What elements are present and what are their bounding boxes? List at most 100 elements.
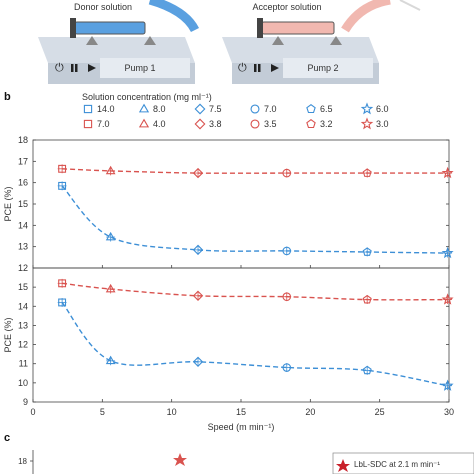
legend-label: 3.5 [264, 119, 277, 129]
y-tick-label: 15 [18, 199, 28, 209]
power-icon: ⏻ [55, 62, 64, 74]
tubing-blue [148, 0, 200, 33]
legend-marker-circle-icon [250, 119, 260, 129]
syringe-2 [261, 21, 335, 35]
data-point-red-square-errorbar [57, 278, 67, 288]
series-line-red [62, 282, 448, 301]
y-tick-label: 14 [18, 301, 28, 311]
legend-label: 6.5 [320, 104, 333, 114]
x-tick-label: 20 [305, 407, 315, 417]
pause-icon [71, 64, 74, 72]
series-line-red [62, 168, 448, 174]
legend-marker-star-icon [360, 117, 374, 130]
data-point-blue-star-errorbar [443, 381, 453, 391]
data-point-blue-diamond-errorbar [193, 357, 203, 367]
power-icon: ⏻ [238, 62, 247, 74]
y-tick-label: 14 [18, 220, 28, 230]
x-tick-label: 30 [444, 407, 454, 417]
legend-label: 7.5 [209, 104, 222, 114]
syringe-1 [74, 21, 146, 35]
play-icon [88, 64, 96, 72]
legend-label: 3.8 [209, 119, 222, 129]
panel-c-star-marker [173, 453, 187, 466]
x-tick-label: 10 [167, 407, 177, 417]
x-tick-label: 5 [100, 407, 105, 417]
panel-c-label: c [4, 432, 10, 444]
data-point-blue-diamond-errorbar [193, 245, 203, 255]
y-tick-label: 12 [18, 263, 28, 273]
data-point-blue-star-errorbar [443, 248, 453, 258]
y-tick-label: 18 [18, 135, 28, 145]
y-tick-label: 12 [18, 340, 28, 350]
data-point-blue-pentagon-errorbar [362, 365, 372, 375]
data-point-red-circle-errorbar [282, 168, 292, 178]
syringe-stand-1b [144, 36, 156, 45]
data-point-red-triangle-errorbar [106, 166, 116, 176]
series-line-blue [61, 185, 448, 254]
syringe-plunger-2 [257, 18, 263, 38]
data-point-blue-circle-errorbar [282, 363, 292, 372]
legend-marker-square-icon [83, 104, 93, 114]
y-tick-label: 15 [18, 282, 28, 292]
plot-top: 12 13 14 15 16 17 18 PCE (%) [3, 135, 454, 273]
data-point-blue-triangle-errorbar [106, 356, 116, 366]
tubing-pink [341, 0, 391, 33]
x-axis-label: Speed (m min⁻¹) [208, 422, 275, 432]
syringe-stand-2b [330, 36, 342, 45]
y-axis-label: PCE (%) [3, 317, 13, 352]
data-point-blue-circle-errorbar [282, 246, 292, 256]
legend-marker-triangle-icon [138, 118, 150, 128]
legend-marker-square-icon [83, 119, 93, 129]
data-point-blue-square-errorbar [57, 181, 67, 191]
panel-c-tick: 18 [18, 457, 27, 466]
syringe-stand-2 [272, 36, 284, 45]
legend-title: Solution concentration (mg ml⁻¹) [82, 92, 212, 102]
data-point-red-diamond-errorbar [193, 168, 203, 178]
pump-label-donor: Donor solution [74, 2, 132, 12]
syringe-plunger-1 [70, 18, 76, 38]
y-tick-label: 17 [18, 156, 28, 166]
data-point-blue-square-errorbar [57, 298, 67, 307]
y-axis-label: PCE (%) [3, 186, 13, 221]
panel-c: 18 LbL-SDC at 2.1 m min⁻¹ [18, 450, 474, 474]
legend-label: 3.0 [376, 119, 389, 129]
legend-marker-pentagon-icon [306, 118, 316, 129]
legend: Solution concentration (mg ml⁻¹) 14.0 8.0… [82, 92, 389, 130]
pump-top-1 [38, 37, 195, 63]
data-point-red-star-errorbar [443, 295, 453, 305]
pause-icon [254, 64, 257, 72]
legend-label: 8.0 [153, 104, 166, 114]
y-tick-label: 13 [18, 320, 28, 330]
legend-label: 4.0 [153, 119, 166, 129]
legend-marker-diamond-icon [194, 118, 206, 130]
pump-name-2: Pump 2 [307, 63, 338, 73]
pump-display-2 [283, 58, 373, 78]
legend-marker-triangle-icon [138, 103, 150, 113]
series-line-blue [61, 302, 448, 387]
x-tick-label: 25 [375, 407, 385, 417]
data-point-blue-triangle-errorbar [106, 232, 116, 242]
y-tick-label: 9 [23, 397, 28, 407]
panel-c-legend-box [332, 452, 474, 474]
syringe-stand-1 [86, 36, 98, 45]
data-point-red-pentagon-errorbar [362, 295, 372, 305]
legend-marker-star-icon [360, 102, 374, 115]
panel-b-label: b [4, 91, 11, 103]
panel-c-legend-label: LbL-SDC at 2.1 m min⁻¹ [354, 460, 440, 469]
legend-label: 14.0 [97, 104, 115, 114]
y-tick-label: 13 [18, 242, 28, 252]
pump-display-1 [100, 58, 190, 78]
legend-label: 3.2 [320, 119, 333, 129]
legend-label: 7.0 [264, 104, 277, 114]
data-point-red-triangle-errorbar [106, 284, 116, 294]
data-point-blue-pentagon-errorbar [362, 247, 372, 257]
legend-label: 7.0 [97, 119, 110, 129]
star-icon [336, 459, 350, 472]
x-tick-label: 15 [236, 407, 246, 417]
y-tick-label: 16 [18, 178, 28, 188]
plot-bottom: 9 10 11 12 13 14 15 PCE (%) 0 5 10 15 20 25 30 Speed (m… [3, 267, 454, 432]
data-point-red-diamond-errorbar [193, 291, 203, 301]
y-tick-label: 11 [19, 359, 28, 369]
legend-label: 6.0 [376, 104, 389, 114]
